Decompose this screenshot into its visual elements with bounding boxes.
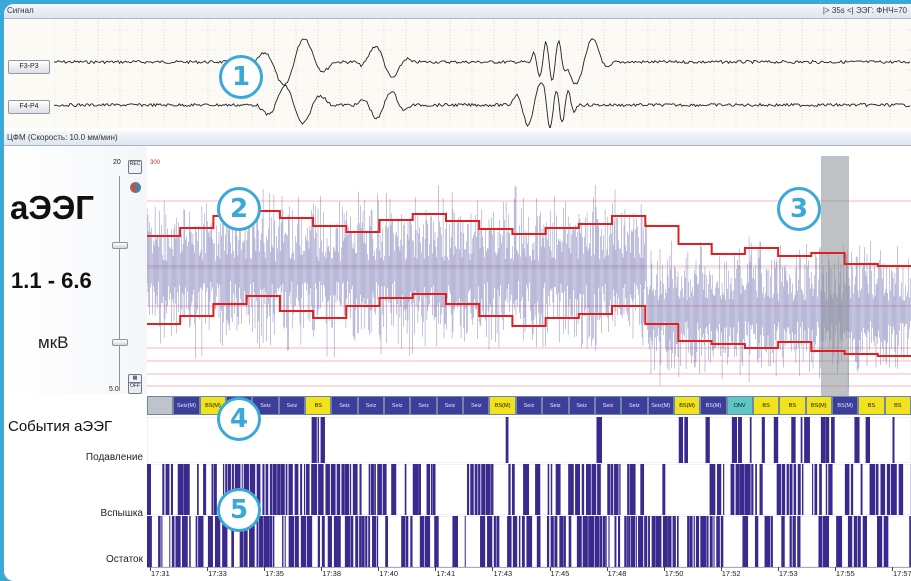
signal-status-readout: |> 35s <| ЭЭГ: ФНЧ=70 bbox=[822, 6, 907, 15]
time-tick: 17:33 bbox=[207, 567, 227, 578]
time-tick: 17:43 bbox=[492, 567, 513, 578]
time-tick: 17:50 bbox=[663, 567, 684, 578]
selection-highlight[interactable] bbox=[821, 156, 849, 396]
time-tick: 17:57 bbox=[892, 567, 911, 578]
event-segment[interactable]: Seiz bbox=[515, 396, 543, 415]
callout-marker-1: 1 bbox=[219, 55, 263, 99]
suppression-track bbox=[147, 417, 911, 463]
cfm-panel-header: ЦФМ (Скорость: 10.0 мм/мин) bbox=[4, 131, 911, 146]
signal-panel-title: Сигнал bbox=[7, 6, 34, 15]
event-segment[interactable]: Seiz bbox=[594, 396, 622, 415]
color-toggle-icon[interactable] bbox=[130, 182, 141, 193]
signal-grid bbox=[54, 20, 911, 128]
time-tick: 17:35 bbox=[264, 567, 284, 578]
row-label-suppression: Подавление bbox=[85, 452, 143, 463]
trace-f4-p4 bbox=[54, 82, 911, 128]
off-button[interactable]: OFF bbox=[128, 382, 142, 394]
callout-marker-2: 2 bbox=[217, 187, 261, 231]
scale-slider-track[interactable] bbox=[119, 176, 120, 391]
event-segment[interactable] bbox=[147, 396, 174, 415]
event-segment[interactable]: BS(M) bbox=[489, 396, 516, 415]
time-tick: 17:38 bbox=[321, 567, 341, 578]
event-segment[interactable]: BS(M) bbox=[831, 396, 859, 415]
event-segment[interactable]: Seiz bbox=[410, 396, 437, 415]
time-tick: 17:31 bbox=[150, 567, 170, 578]
trace-f3-p3 bbox=[54, 38, 911, 86]
lower-scale-handle[interactable] bbox=[112, 339, 128, 346]
event-segment[interactable]: Seiz bbox=[568, 396, 595, 415]
aeeg-label: аЭЭГ bbox=[10, 189, 95, 226]
cfm-panel-title: ЦФМ (Скорость: 10.0 мм/мин) bbox=[7, 133, 118, 142]
row-label-residual: Остаток bbox=[106, 554, 143, 565]
event-segment[interactable]: BS bbox=[779, 396, 806, 415]
event-segment[interactable]: Seiz(M) bbox=[173, 396, 200, 415]
burst-track bbox=[147, 464, 911, 515]
event-segment[interactable]: Seiz bbox=[384, 396, 411, 415]
raw-eeg-signal-panel: F3-P3 F4-P4 bbox=[4, 20, 911, 128]
time-tick: 17:48 bbox=[606, 567, 627, 578]
channel-button-f4-p4[interactable]: F4-P4 bbox=[8, 100, 50, 114]
event-segment[interactable]: Seiz bbox=[463, 396, 490, 415]
event-segment[interactable]: BS bbox=[752, 396, 780, 415]
axis-max-label: 300 bbox=[150, 160, 161, 166]
upper-margin-line bbox=[147, 210, 911, 267]
event-segment[interactable]: BS(M) bbox=[805, 396, 832, 415]
time-tick: 17:53 bbox=[777, 567, 798, 578]
event-segment[interactable]: Seiz bbox=[357, 396, 385, 415]
callout-marker-5: 5 bbox=[217, 488, 261, 532]
event-segment[interactable]: BS(M) bbox=[673, 396, 701, 415]
amplitude-range: 1.1 - 6.6 bbox=[11, 268, 92, 293]
eeg-traces bbox=[54, 20, 911, 128]
event-segment[interactable]: Seiz bbox=[621, 396, 648, 415]
event-segment[interactable]: Seiz(M) bbox=[647, 396, 674, 415]
channel-button-f3-p3[interactable]: F3-P3 bbox=[8, 60, 50, 74]
time-tick: 17:55 bbox=[834, 567, 855, 578]
events-section-label: События аЭЭГ bbox=[8, 418, 113, 435]
classification-rows: Подавление Вспышка Остаток bbox=[4, 417, 911, 569]
row-label-burst: Вспышка bbox=[100, 508, 143, 519]
record-button[interactable]: REC bbox=[128, 160, 142, 174]
event-segment[interactable]: Seiz bbox=[542, 396, 569, 415]
callout-marker-3: 3 bbox=[777, 187, 821, 231]
event-segment[interactable]: Seiz bbox=[278, 396, 306, 415]
event-segment[interactable]: DNV bbox=[726, 396, 753, 415]
event-segment[interactable]: Seiz bbox=[331, 396, 358, 415]
scale-top-value: 20 bbox=[113, 159, 121, 166]
event-segment[interactable]: BS(M) bbox=[700, 396, 727, 415]
time-tick: 17:41 bbox=[435, 567, 456, 578]
scale-bottom-value: 5.0 bbox=[109, 386, 119, 393]
residual-track bbox=[147, 516, 911, 567]
event-segment[interactable]: Seiz bbox=[436, 396, 464, 415]
aeeg-info-panel: аЭЭГ 1.1 - 6.6 мкВ 20 5.0 REC ▦ OFF bbox=[4, 146, 147, 394]
aeeg-monitor-window: Сигнал |> 35s <| ЭЭГ: ФНЧ=70 F3-P3 F4-P4… bbox=[4, 4, 911, 581]
event-segment[interactable]: BS bbox=[884, 396, 911, 415]
event-segment[interactable]: BS bbox=[305, 396, 332, 415]
upper-scale-handle[interactable] bbox=[112, 242, 128, 249]
time-tick: 17:40 bbox=[378, 567, 399, 578]
callout-marker-4: 4 bbox=[217, 397, 261, 441]
event-segment[interactable]: BS bbox=[858, 396, 885, 415]
time-axis: 17:31 17:33 17:35 17:38 17:40 17:41 17:43 17:45… bbox=[147, 567, 911, 581]
signal-panel-header: Сигнал |> 35s <| ЭЭГ: ФНЧ=70 bbox=[4, 4, 911, 19]
amplitude-unit: мкВ bbox=[38, 333, 69, 352]
lower-margin-line bbox=[147, 293, 911, 357]
time-tick: 17:52 bbox=[720, 567, 741, 578]
time-tick: 17:45 bbox=[549, 567, 570, 578]
events-bar: Seiz(M)BS(M)SeizSeizSeizBSSeizSeizSeizSe… bbox=[147, 396, 911, 417]
